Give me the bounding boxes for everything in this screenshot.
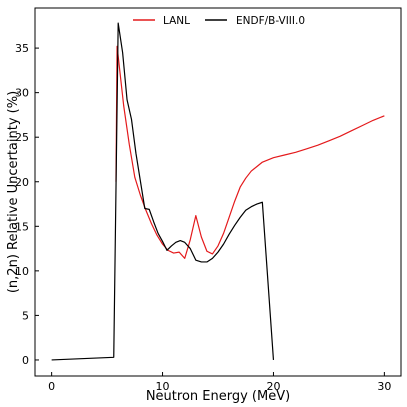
y-axis-title: (n,2n) Relative Uncertainty (%) (6, 91, 21, 293)
y-tick-label: 0 (22, 354, 29, 367)
y-tick-label: 30 (15, 87, 29, 100)
series-layer (51, 22, 385, 361)
plot-frame (34, 7, 402, 377)
legend-label-0: LANL (163, 15, 190, 27)
y-tick-label: 35 (15, 42, 29, 55)
legend: LANL ENDF/B-VIII.0 (133, 15, 305, 27)
series-line-0 (115, 45, 385, 259)
y-tick-label: 15 (15, 220, 29, 233)
y-axis: 0 5 10 15 20 25 30 35 (15, 42, 39, 367)
y-tick-label: 10 (15, 265, 29, 278)
x-tick-label: 0 (48, 380, 55, 393)
x-tick-label: 10 (156, 380, 170, 393)
y-tick-label: 25 (15, 131, 29, 144)
y-tick-label: 20 (15, 176, 29, 189)
x-axis-title: Neutron Energy (MeV) (146, 389, 290, 404)
x-tick-label: 30 (377, 380, 391, 393)
legend-label-1: ENDF/B-VIII.0 (236, 15, 305, 27)
x-tick-label: 20 (266, 380, 280, 393)
y-tick-label: 5 (22, 309, 29, 322)
series-line-1 (51, 22, 275, 361)
x-axis: 0 10 20 30 (48, 372, 391, 393)
